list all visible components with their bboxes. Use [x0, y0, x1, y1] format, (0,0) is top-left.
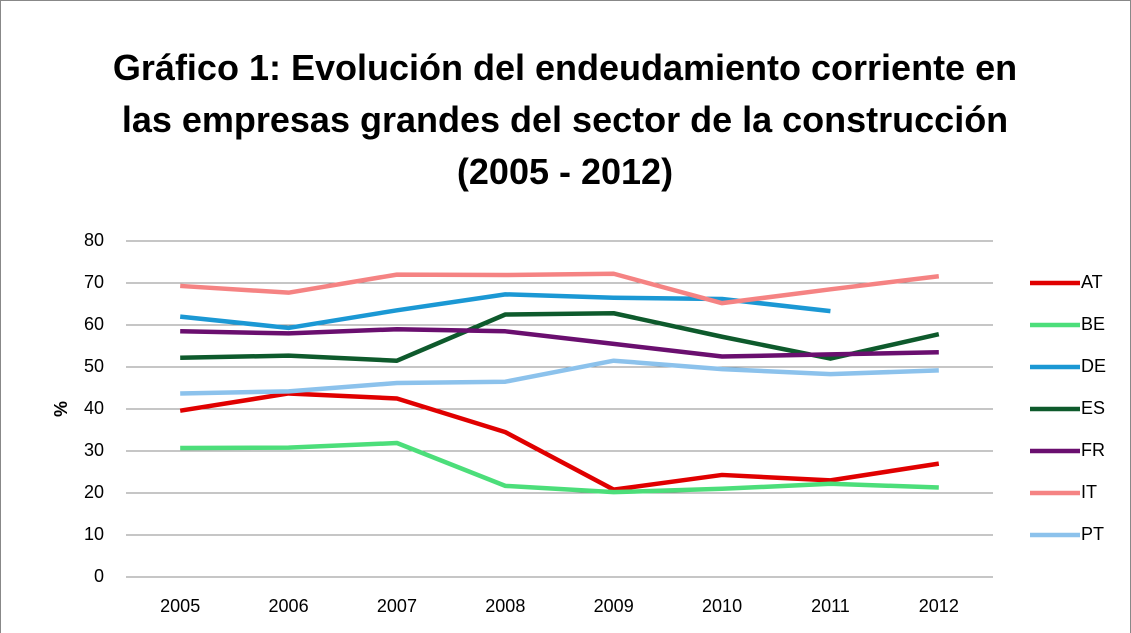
- legend-label: BE: [1081, 314, 1105, 334]
- series-line: [180, 271, 940, 306]
- legend-label: AT: [1081, 272, 1103, 292]
- y-tick-label: 50: [84, 356, 104, 376]
- x-tick-label: 2005: [160, 596, 200, 616]
- series-line: [180, 358, 939, 396]
- x-tick-label: 2008: [485, 596, 525, 616]
- chart-title: Gráfico 1: Evolución del endeudamiento c…: [112, 47, 1018, 192]
- legend-label: ES: [1081, 398, 1105, 418]
- legend-label: DE: [1081, 356, 1106, 376]
- y-tick-label: 20: [84, 482, 104, 502]
- x-tick-label: 2010: [702, 596, 742, 616]
- x-tick-label: 2009: [594, 596, 634, 616]
- legend-label: IT: [1081, 482, 1097, 502]
- y-tick-label: 70: [84, 272, 104, 292]
- series-line: [179, 391, 940, 492]
- series-line: [180, 326, 939, 359]
- legend-label: PT: [1081, 524, 1104, 544]
- series-line: [179, 292, 831, 331]
- series-line: [180, 440, 939, 495]
- y-tick-label: 0: [94, 566, 104, 586]
- x-tick-label: 2006: [269, 596, 309, 616]
- y-tick-label: 60: [84, 314, 104, 334]
- x-tick-label: 2007: [377, 596, 417, 616]
- y-tick-label: 80: [84, 230, 104, 250]
- y-tick-label: 40: [84, 398, 104, 418]
- y-axis-label: %: [51, 401, 71, 417]
- legend-label: FR: [1081, 440, 1105, 460]
- y-tick-label: 10: [84, 524, 104, 544]
- x-tick-label: 2011: [811, 596, 850, 616]
- y-tick-label: 30: [84, 440, 104, 460]
- x-tick-label: 2012: [919, 596, 959, 616]
